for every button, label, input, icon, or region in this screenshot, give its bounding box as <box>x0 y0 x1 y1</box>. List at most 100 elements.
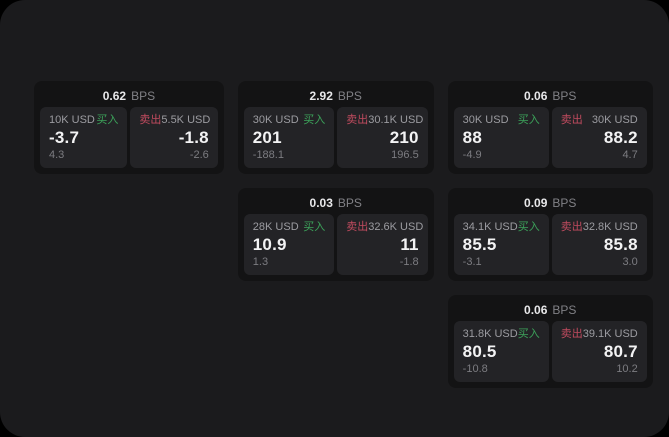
spread-header: 0.09 BPS <box>454 193 647 214</box>
quote-card: 0.62 BPS 10K USD 买入 -3.7 4.3 卖出 5.5K USD… <box>34 81 224 174</box>
quote-card: 0.03 BPS 28K USD 买入 10.9 1.3 卖出 32.6K US… <box>237 188 434 281</box>
spread-value: 0.06 <box>524 303 548 317</box>
buy-price: 201 <box>252 128 282 147</box>
sell-panel-top: 卖出 32.8K USD <box>561 221 638 234</box>
quote-card: 0.06 BPS 31.8K USD 买入 80.5 -10.8 卖出 39.1… <box>447 295 653 388</box>
buy-price: -3.7 <box>49 128 80 147</box>
buy-price: 80.5 <box>462 342 497 361</box>
sell-price: 88.2 <box>603 128 638 147</box>
buy-amount: 10K USD <box>49 114 95 126</box>
sell-quote-panel[interactable]: 卖出 30.1K USD 210 196.5 <box>337 107 428 168</box>
buy-quote-panel[interactable]: 28K USD 买入 10.9 1.3 <box>243 214 335 275</box>
buy-side-label: 买入 <box>303 114 326 126</box>
sell-side-label: 卖出 <box>560 328 583 340</box>
sell-amount: 5.5K USD <box>161 114 211 126</box>
buy-side-label: 买入 <box>517 221 540 233</box>
spread-unit: BPS <box>131 89 156 103</box>
sell-quote-panel[interactable]: 卖出 32.8K USD 85.8 3.0 <box>551 214 647 275</box>
sell-panel-top: 卖出 30K USD <box>561 114 638 127</box>
sell-quote-panel[interactable]: 卖出 30K USD 88.2 4.7 <box>551 107 647 168</box>
spread-value: 0.09 <box>524 196 548 210</box>
spread-unit: BPS <box>337 196 362 210</box>
spread-header: 2.92 BPS <box>244 86 428 107</box>
buy-panel-top: 10K USD 买入 <box>49 114 118 127</box>
buy-panel-top: 34.1K USD 买入 <box>463 221 540 234</box>
sell-quote-panel[interactable]: 卖出 39.1K USD 80.7 10.2 <box>551 321 647 382</box>
quote-body: 30K USD 买入 201 -188.1 卖出 30.1K USD 210 1… <box>243 107 428 168</box>
buy-side-label: 买入 <box>96 114 119 126</box>
sell-side-label: 卖出 <box>560 221 583 233</box>
sell-price: -1.8 <box>178 128 209 147</box>
sell-side-label: 卖出 <box>139 114 162 126</box>
quote-card: 0.06 BPS 30K USD 买入 88 -4.9 卖出 30K USD 8… <box>447 81 653 174</box>
buy-panel-top: 30K USD 买入 <box>253 114 325 127</box>
sell-delta: 196.5 <box>391 149 419 161</box>
sell-delta: -1.8 <box>399 256 419 268</box>
spread-unit: BPS <box>552 89 577 103</box>
quote-body: 31.8K USD 买入 80.5 -10.8 卖出 39.1K USD 80.… <box>453 321 647 382</box>
buy-amount: 30K USD <box>252 114 299 126</box>
sell-quote-panel[interactable]: 卖出 32.6K USD 11 -1.8 <box>337 214 428 275</box>
buy-delta: -10.8 <box>462 363 488 375</box>
quote-body: 10K USD 买入 -3.7 4.3 卖出 5.5K USD -1.8 -2.… <box>40 107 218 168</box>
sell-side-label: 卖出 <box>560 114 583 126</box>
buy-panel-top: 28K USD 买入 <box>253 221 325 234</box>
buy-delta: 4.3 <box>49 149 65 161</box>
buy-amount: 34.1K USD <box>462 221 518 233</box>
sell-amount: 32.8K USD <box>582 221 638 233</box>
quote-card: 2.92 BPS 30K USD 买入 201 -188.1 卖出 30.1K … <box>237 81 434 174</box>
spread-unit: BPS <box>552 196 577 210</box>
sell-panel-top: 卖出 5.5K USD <box>139 114 211 127</box>
spread-value: 0.06 <box>524 89 548 103</box>
spread-header: 0.06 BPS <box>454 300 647 321</box>
spread-header: 0.62 BPS <box>40 86 218 107</box>
buy-amount: 31.8K USD <box>462 328 518 340</box>
spread-header: 0.06 BPS <box>454 86 647 107</box>
sell-panel-top: 卖出 32.6K USD <box>346 221 423 234</box>
sell-panel-top: 卖出 30.1K USD <box>346 114 423 127</box>
buy-quote-panel[interactable]: 34.1K USD 买入 85.5 -3.1 <box>453 214 549 275</box>
buy-price: 88 <box>462 128 482 147</box>
sell-amount: 30K USD <box>591 114 638 126</box>
buy-delta: -188.1 <box>252 149 284 161</box>
buy-price: 85.5 <box>462 235 497 254</box>
sell-side-label: 卖出 <box>346 114 369 126</box>
sell-delta: 10.2 <box>616 363 638 375</box>
sell-price: 85.8 <box>603 235 638 254</box>
sell-amount: 30.1K USD <box>368 114 424 126</box>
sell-quote-panel[interactable]: 卖出 5.5K USD -1.8 -2.6 <box>130 107 218 168</box>
buy-amount: 30K USD <box>462 114 509 126</box>
spread-unit: BPS <box>552 303 577 317</box>
sell-price: 11 <box>400 235 419 254</box>
buy-panel-top: 30K USD 买入 <box>463 114 540 127</box>
buy-quote-panel[interactable]: 31.8K USD 买入 80.5 -10.8 <box>453 321 549 382</box>
sell-panel-top: 卖出 39.1K USD <box>561 328 638 341</box>
sell-amount: 32.6K USD <box>368 221 424 233</box>
sell-delta: 4.7 <box>622 149 638 161</box>
buy-delta: -3.1 <box>462 256 482 268</box>
spread-unit: BPS <box>337 89 362 103</box>
buy-quote-panel[interactable]: 10K USD 买入 -3.7 4.3 <box>40 107 128 168</box>
sell-price: 210 <box>389 128 419 147</box>
sell-delta: -2.6 <box>189 149 209 161</box>
buy-delta: -4.9 <box>462 149 482 161</box>
buy-side-label: 买入 <box>303 221 326 233</box>
buy-quote-panel[interactable]: 30K USD 买入 201 -188.1 <box>243 107 335 168</box>
spread-value: 0.03 <box>309 196 333 210</box>
cards-grid: 0.62 BPS 10K USD 买入 -3.7 4.3 卖出 5.5K USD… <box>34 81 653 388</box>
buy-side-label: 买入 <box>517 114 540 126</box>
sell-side-label: 卖出 <box>346 221 369 233</box>
sell-delta: 3.0 <box>622 256 638 268</box>
buy-price: 10.9 <box>252 235 287 254</box>
quote-body: 34.1K USD 买入 85.5 -3.1 卖出 32.8K USD 85.8… <box>453 214 647 275</box>
quote-body: 28K USD 买入 10.9 1.3 卖出 32.6K USD 11 -1.8 <box>243 214 428 275</box>
spread-value: 0.62 <box>102 89 127 103</box>
sell-price: 80.7 <box>603 342 638 361</box>
spread-value: 2.92 <box>309 89 333 103</box>
buy-side-label: 买入 <box>517 328 540 340</box>
quote-card: 0.09 BPS 34.1K USD 买入 85.5 -3.1 卖出 32.8K… <box>447 188 653 281</box>
buy-amount: 28K USD <box>252 221 299 233</box>
spread-header: 0.03 BPS <box>244 193 428 214</box>
buy-quote-panel[interactable]: 30K USD 买入 88 -4.9 <box>453 107 549 168</box>
